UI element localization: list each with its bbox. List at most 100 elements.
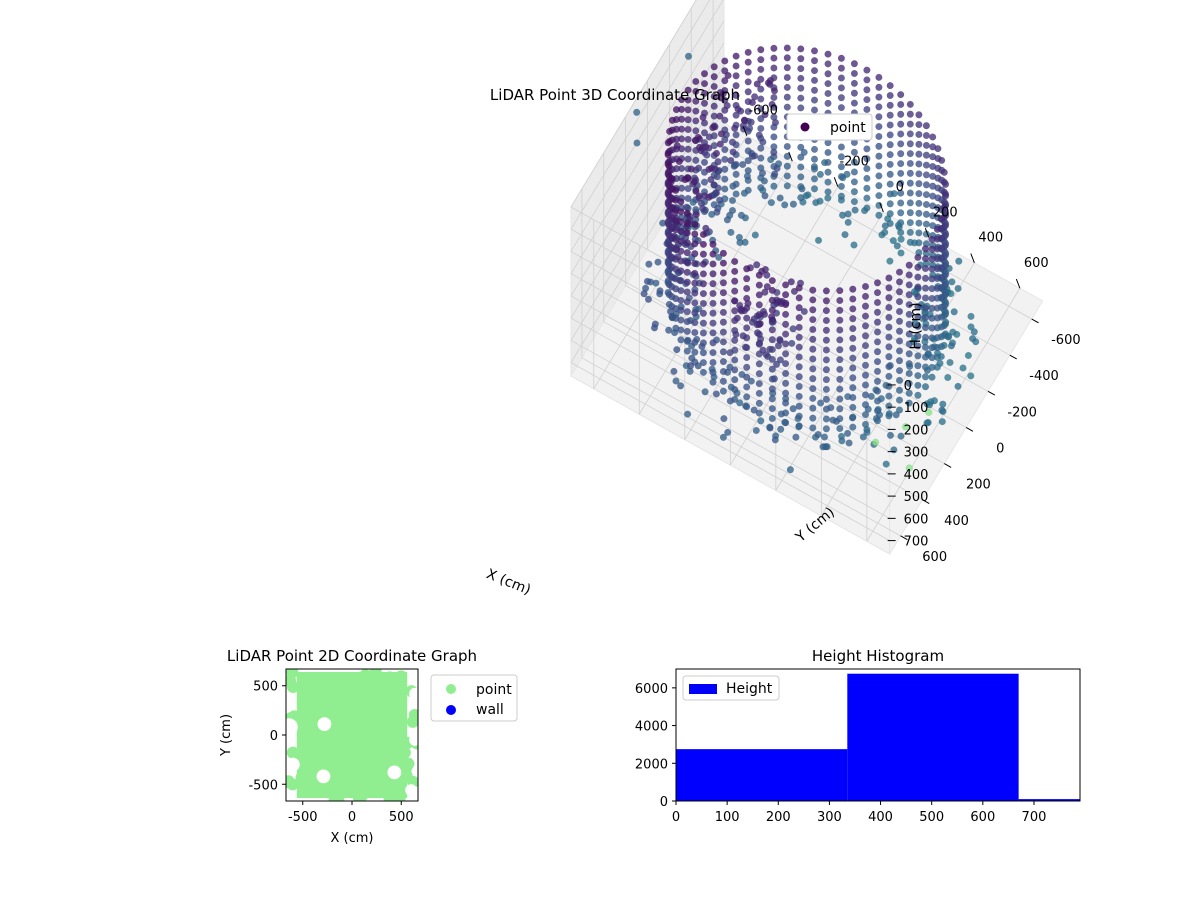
chart-3d-point bbox=[822, 287, 831, 295]
chart-3d-point bbox=[836, 316, 844, 324]
chart-3d-point bbox=[906, 110, 914, 118]
chart-3d-point bbox=[875, 142, 883, 150]
chart-3d-point bbox=[744, 88, 752, 96]
chart-3d-y-tick-label: 600 bbox=[922, 550, 947, 565]
chart-3d-x-tick-label: 0 bbox=[896, 180, 904, 195]
chart-3d-point bbox=[755, 271, 763, 279]
chart-2d-point bbox=[369, 774, 382, 787]
chart-3d-point bbox=[710, 63, 718, 71]
chart-3d-point bbox=[768, 395, 776, 403]
chart-3d-point bbox=[709, 358, 717, 367]
chart-3d-point bbox=[928, 373, 936, 381]
chart-3d-point bbox=[886, 160, 894, 169]
chart-3d-point bbox=[925, 401, 934, 409]
chart-3d-point bbox=[684, 52, 693, 60]
chart-3d-point bbox=[719, 338, 728, 346]
chart-3d-point bbox=[894, 221, 903, 229]
chart-3d-gridline bbox=[603, 321, 923, 501]
chart-3d-point bbox=[795, 412, 803, 420]
histogram-x-tick-label: 400 bbox=[868, 810, 893, 825]
chart-3d-point bbox=[683, 229, 691, 237]
chart-3d-point bbox=[691, 338, 699, 346]
chart-3d-point bbox=[822, 346, 831, 354]
chart-3d-point bbox=[727, 156, 735, 165]
chart-2d-y-tick-label: -500 bbox=[248, 778, 278, 793]
chart-3d-point bbox=[836, 395, 844, 403]
histogram-y-tick-label: 0 bbox=[660, 795, 668, 810]
chart-3d-point bbox=[895, 347, 904, 355]
chart-3d-point bbox=[885, 363, 893, 371]
chart-3d-point bbox=[710, 73, 718, 81]
chart-3d-point bbox=[928, 235, 936, 244]
chart-3d-point bbox=[699, 280, 708, 288]
chart-2d-point bbox=[297, 752, 310, 765]
chart-3d-point bbox=[810, 106, 819, 114]
chart-3d-point bbox=[809, 414, 817, 422]
chart-3d-point bbox=[843, 429, 852, 438]
histogram-bar bbox=[1018, 799, 1080, 801]
chart-3d-point bbox=[683, 203, 691, 211]
chart-3d-point bbox=[905, 360, 913, 368]
chart-3d-point bbox=[656, 287, 664, 295]
chart-2d-point bbox=[369, 669, 382, 677]
chart-3d-point bbox=[699, 290, 708, 298]
chart-3d-point bbox=[905, 291, 913, 299]
chart-3d-point bbox=[683, 318, 691, 326]
chart-3d-point bbox=[755, 340, 763, 348]
chart-3d-point bbox=[683, 239, 691, 247]
chart-3d-point bbox=[700, 158, 709, 167]
chart-3d-point bbox=[837, 54, 846, 62]
chart-3d-z-tick-label: 0 bbox=[904, 379, 912, 394]
chart-3d-point bbox=[795, 343, 803, 351]
chart-3d-point bbox=[895, 406, 904, 414]
chart-3d-point bbox=[861, 332, 870, 340]
chart-3d-point bbox=[885, 372, 893, 381]
chart-3d-point bbox=[699, 260, 708, 268]
chart-3d-point bbox=[683, 347, 691, 355]
chart-3d-point bbox=[955, 257, 963, 265]
chart-3d-point bbox=[921, 294, 930, 302]
chart-3d-point bbox=[849, 354, 857, 362]
chart-3d-point bbox=[664, 151, 672, 159]
chart-3d-point bbox=[771, 436, 779, 444]
chart-3d-point bbox=[849, 325, 857, 333]
chart-3d-point bbox=[717, 130, 726, 138]
histogram-title: Height Histogram bbox=[812, 647, 944, 665]
chart-3d-point bbox=[871, 438, 880, 446]
chart-3d-point bbox=[700, 99, 709, 107]
chart-3d-point bbox=[743, 324, 751, 332]
chart-3d-point bbox=[906, 209, 914, 217]
chart-3d-point bbox=[672, 186, 680, 194]
chart-3d-point bbox=[905, 281, 913, 289]
chart-3d-point bbox=[673, 346, 681, 354]
chart-3d-point bbox=[719, 377, 728, 385]
chart-3d-point bbox=[861, 411, 870, 419]
chart-3d-point bbox=[692, 127, 700, 135]
chart-3d-point bbox=[822, 366, 831, 374]
chart-3d-point bbox=[809, 365, 817, 373]
chart-3d-point bbox=[882, 460, 890, 468]
chart-3d-point bbox=[824, 194, 832, 202]
chart-3d-point bbox=[721, 116, 729, 124]
chart-3d-point bbox=[683, 298, 691, 306]
chart-3d-z-tick-label: 300 bbox=[904, 446, 929, 461]
chart-3d-point bbox=[915, 199, 923, 208]
chart-3d-point bbox=[761, 111, 769, 119]
chart-3d-point bbox=[863, 204, 871, 212]
chart-2d-point bbox=[349, 742, 362, 755]
chart-3d-z-tick-label: 500 bbox=[904, 490, 929, 505]
chart-3d-point bbox=[766, 424, 774, 432]
chart-3d-point bbox=[691, 230, 699, 238]
chart-3d-point bbox=[781, 379, 790, 387]
chart-2d-legend-point-marker bbox=[446, 684, 456, 694]
chart-3d-point bbox=[795, 382, 803, 391]
chart-3d-point bbox=[709, 309, 717, 317]
chart-3d-point bbox=[925, 408, 933, 417]
chart-3d-point bbox=[795, 304, 803, 312]
chart-3d-point bbox=[795, 373, 803, 381]
chart-3d-point bbox=[885, 392, 893, 400]
chart-3d-point bbox=[822, 405, 831, 413]
chart-3d-point bbox=[633, 108, 641, 116]
chart-3d-point bbox=[947, 342, 956, 350]
chart-3d-point bbox=[691, 328, 699, 337]
